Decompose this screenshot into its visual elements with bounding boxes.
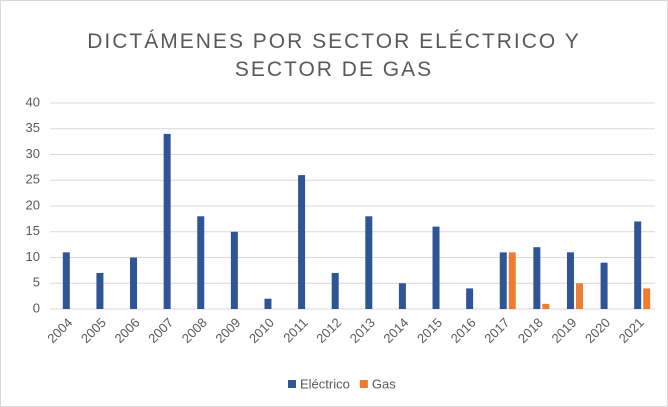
bar xyxy=(398,283,406,309)
bar xyxy=(643,288,651,309)
y-tick-label: 30 xyxy=(26,146,40,161)
bar xyxy=(634,221,642,309)
bar xyxy=(264,298,272,309)
legend-label: Eléctrico xyxy=(300,376,350,391)
bar xyxy=(432,226,440,309)
y-tick-label: 10 xyxy=(26,249,40,264)
bar xyxy=(163,133,171,309)
bar xyxy=(575,283,583,309)
y-tick-label: 25 xyxy=(26,172,40,187)
legend-label: Gas xyxy=(372,376,396,391)
bar xyxy=(508,252,516,309)
bar xyxy=(499,252,507,309)
bar xyxy=(466,288,474,309)
bar xyxy=(130,257,138,309)
y-tick-label: 5 xyxy=(33,275,40,290)
bar xyxy=(197,216,205,309)
bar xyxy=(331,272,339,309)
y-tick-label: 40 xyxy=(26,94,40,109)
bar xyxy=(600,262,608,309)
legend-swatch xyxy=(288,380,296,388)
y-tick-label: 15 xyxy=(26,223,40,238)
bar xyxy=(542,303,550,309)
bar xyxy=(62,252,70,309)
y-tick-label: 35 xyxy=(26,120,40,135)
bar xyxy=(566,252,574,309)
chart-title: DICTÁMENES POR SECTOR ELÉCTRICO Y SECTOR… xyxy=(87,30,581,81)
bar xyxy=(298,175,306,309)
legend-swatch xyxy=(359,380,368,388)
bar xyxy=(365,216,373,309)
bar xyxy=(230,231,238,309)
y-tick-label: 0 xyxy=(33,300,40,315)
bar xyxy=(96,272,104,309)
y-tick-label: 20 xyxy=(26,197,40,212)
bar xyxy=(533,247,541,309)
